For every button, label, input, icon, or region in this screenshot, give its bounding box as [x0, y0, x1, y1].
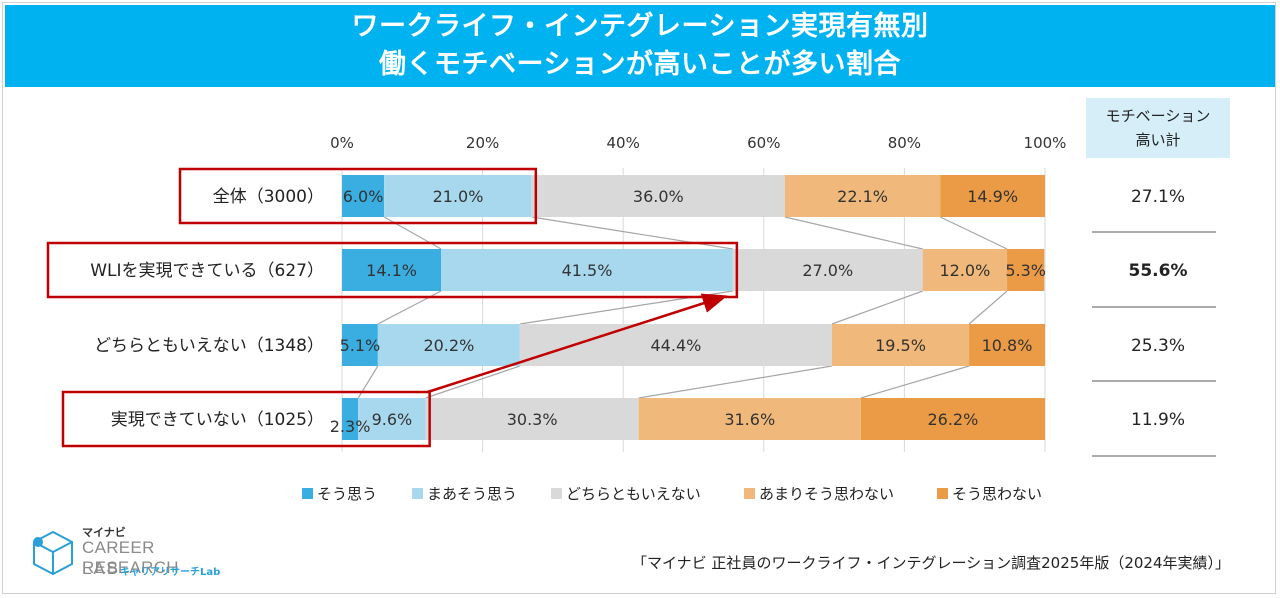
- legend-swatch-4: [937, 488, 948, 499]
- cube-logo-icon: [33, 530, 73, 576]
- bar-segment-r3-s1: [358, 398, 426, 440]
- x-tick-label-20: 20%: [466, 134, 499, 152]
- highlight-box-row-1: [46, 241, 739, 299]
- data-label-r0-s4: 14.9%: [967, 187, 1018, 206]
- data-label-r2-s2: 44.4%: [651, 336, 702, 355]
- data-label-r1-s3: 12.0%: [939, 261, 990, 280]
- bar-segment-r3-s2: [425, 398, 639, 440]
- bar-segment-r0-s3: [784, 175, 941, 217]
- data-label-r2-s1: 20.2%: [423, 336, 474, 355]
- category-label-3: 実現できていない（1025）: [111, 410, 324, 430]
- source-note: 「マイナビ 正社員のワークライフ・インテグレーション調査2025年版（2024年…: [631, 554, 1230, 572]
- summary-total-0: 27.1%: [1131, 187, 1185, 207]
- summary-total-3: 11.9%: [1131, 410, 1185, 430]
- data-label-r1-s4: 5.3%: [1005, 261, 1046, 280]
- category-label-2: どちらともいえない（1348）: [94, 336, 324, 356]
- chart-title-line2: 働くモチベーションが高いことが多い割合: [379, 49, 901, 80]
- bar-segment-r1-s3: [922, 249, 1008, 291]
- bar-segment-r3-s4: [860, 398, 1045, 440]
- bar-segment-r3-s3: [638, 398, 861, 440]
- logo-lab: LAB: [82, 559, 121, 578]
- data-label-r2-s4: 10.8%: [982, 336, 1033, 355]
- connector-line: [638, 365, 833, 399]
- data-label-r3-s1: 9.6%: [372, 410, 413, 429]
- category-label-1: WLIを実現できている（627）: [90, 261, 324, 281]
- x-tick-label-80: 80%: [888, 134, 921, 152]
- highlight-box-row-3: [61, 390, 431, 448]
- summary-total-2: 25.3%: [1131, 336, 1185, 356]
- connector-line: [860, 365, 970, 399]
- data-label-r2-s3: 19.5%: [875, 336, 926, 355]
- data-label-r1-s2: 27.0%: [802, 261, 853, 280]
- title-banner: ワークライフ・インテグレーション実現有無別 働くモチベーションが高いことが多い割…: [5, 5, 1275, 87]
- data-label-r0-s1: 21.0%: [433, 187, 484, 206]
- bar-segment-r2-s4: [969, 324, 1045, 366]
- logo-subtitle: キャリアリサーチLab: [120, 567, 221, 578]
- comparison-arrow: [427, 293, 728, 394]
- legend-label-0: そう思う: [317, 485, 377, 503]
- legend-swatch-1: [412, 488, 423, 499]
- data-label-r3-s0: 2.3%: [330, 417, 371, 436]
- bar-segment-r1-s2: [732, 249, 923, 291]
- legend-label-2: どちらともいえない: [566, 485, 701, 503]
- bar-segment-r0-s4: [940, 175, 1045, 217]
- bar-segment-r2-s1: [377, 324, 520, 366]
- x-tick-label-0: 0%: [330, 134, 354, 152]
- data-label-r0-s3: 22.1%: [837, 187, 888, 206]
- bar-segment-r1-s0: [342, 249, 442, 291]
- category-label-0: 全体（3000）: [213, 187, 324, 207]
- bar-segment-r1-s1: [441, 249, 733, 291]
- data-label-r1-s0: 14.1%: [366, 261, 417, 280]
- bar-segment-r2-s0: [342, 324, 378, 366]
- data-label-r3-s3: 31.6%: [724, 410, 775, 429]
- highlight-box-row-0: [178, 167, 538, 225]
- summary-header-line1: モチベーション: [1106, 107, 1211, 125]
- x-tick-label-100: 100%: [1024, 134, 1067, 152]
- x-tick-label-40: 40%: [607, 134, 640, 152]
- legend-swatch-2: [551, 488, 562, 499]
- logo-brand: マイナビ: [82, 526, 126, 539]
- legend-label-3: あまりそう思わない: [759, 485, 894, 503]
- logo-career-research: CAREER RESEARCH: [82, 538, 179, 577]
- data-label-r3-s4: 26.2%: [927, 410, 978, 429]
- bar-segment-r1-s4: [1007, 249, 1045, 291]
- legend-label-1: まあそう思う: [427, 485, 517, 503]
- connector-line: [425, 365, 521, 399]
- data-label-r1-s1: 41.5%: [562, 261, 613, 280]
- legend-label-4: そう思わない: [952, 485, 1042, 503]
- bar-segment-r0-s0: [342, 175, 385, 217]
- summary-header-line2: 高い計: [1135, 131, 1180, 149]
- connector-line: [968, 290, 1008, 325]
- connector-line: [784, 216, 923, 250]
- summary-total-1: 55.6%: [1129, 261, 1188, 281]
- chart-title-line1: ワークライフ・インテグレーション実現有無別: [351, 11, 929, 42]
- data-label-r0-s2: 36.0%: [633, 187, 684, 206]
- bar-segment-r3-s0: [342, 398, 359, 440]
- x-tick-label-60: 60%: [747, 134, 780, 152]
- connector-line: [939, 216, 1008, 250]
- data-label-r3-s2: 30.3%: [507, 410, 558, 429]
- bar-segment-r2-s3: [831, 324, 970, 366]
- data-label-r0-s0: 6.0%: [343, 187, 384, 206]
- summary-header-bg: [1086, 98, 1230, 158]
- career-research-lab-logo: マイナビ CAREER RESEARCH LAB キャリアリサーチLab: [30, 524, 250, 584]
- bar-segment-r0-s2: [531, 175, 785, 217]
- connector-line: [831, 290, 923, 325]
- legend-swatch-3: [744, 488, 755, 499]
- data-label-r2-s0: 5.1%: [340, 336, 381, 355]
- bar-segment-r0-s1: [384, 175, 532, 217]
- legend-swatch-0: [302, 488, 313, 499]
